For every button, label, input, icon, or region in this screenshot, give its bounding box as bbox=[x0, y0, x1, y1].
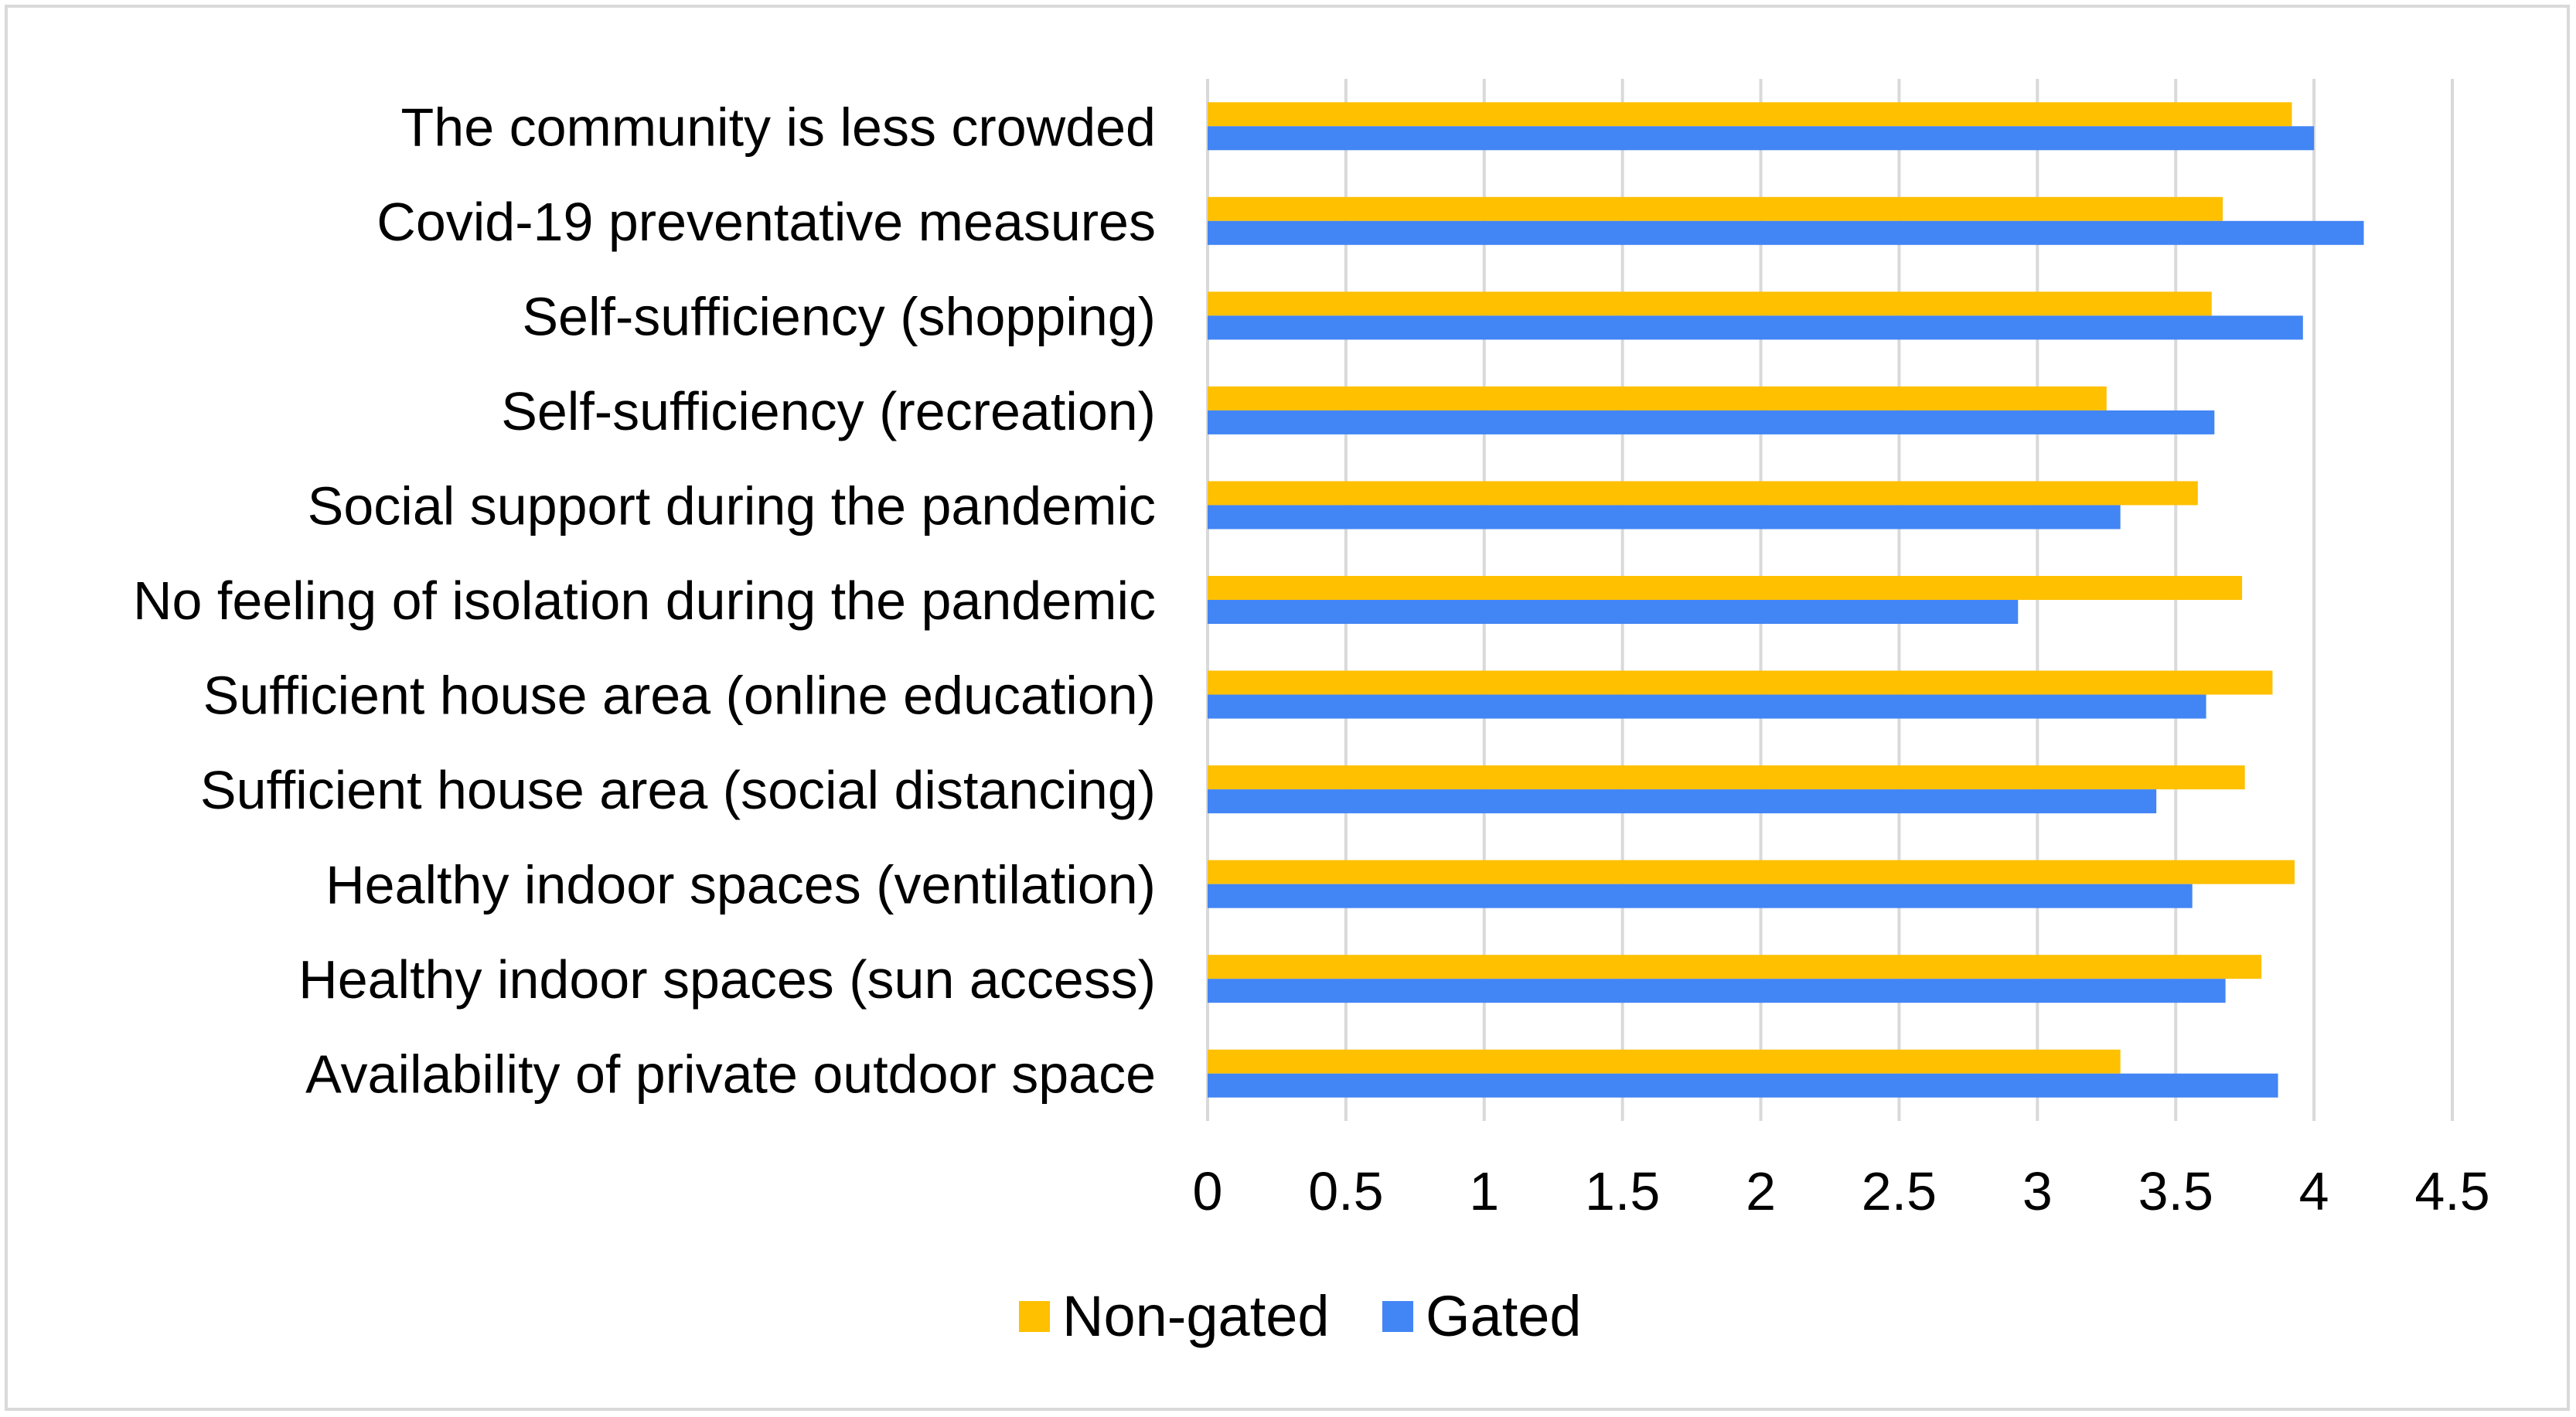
category-label: Availability of private outdoor space bbox=[305, 1044, 1156, 1105]
bar-non-gated bbox=[1208, 102, 2292, 127]
category-label: Covid-19 preventative measures bbox=[377, 192, 1156, 252]
x-tick-label: 4 bbox=[2299, 1161, 2329, 1221]
legend-label-gated: Gated bbox=[1426, 1284, 1582, 1348]
grid-lines bbox=[1206, 79, 2454, 1121]
bar-gated bbox=[1208, 505, 2121, 530]
x-axis-ticks: 0 0.5 1 1.5 2 2.5 3 3.5 4 4.5 bbox=[1193, 1161, 2490, 1221]
category-label: Social support during the pandemic bbox=[308, 475, 1156, 536]
bar-gated bbox=[1208, 979, 2226, 1003]
x-tick-label: 0.5 bbox=[1308, 1161, 1383, 1221]
bar-gated bbox=[1208, 220, 2364, 245]
bar-gated bbox=[1208, 884, 2193, 908]
category-label: Sufficient house area (online education) bbox=[203, 666, 1156, 726]
legend: Non-gated Gated bbox=[1019, 1284, 1582, 1348]
category-label: Self-sufficiency (recreation) bbox=[501, 381, 1156, 441]
category-labels: The community is less crowded Covid-19 pr… bbox=[133, 97, 1156, 1104]
bar-gated bbox=[1208, 410, 2215, 434]
category-label: Healthy indoor spaces (sun access) bbox=[298, 949, 1156, 1010]
bar-gated bbox=[1208, 600, 2019, 624]
bar-gated bbox=[1208, 789, 2157, 814]
bar-non-gated bbox=[1208, 955, 2262, 979]
bar-non-gated bbox=[1208, 765, 2245, 790]
bar-gated bbox=[1208, 1073, 2278, 1098]
x-tick-label: 2 bbox=[1746, 1161, 1776, 1221]
bar-non-gated bbox=[1208, 576, 2243, 600]
legend-swatch-non-gated bbox=[1019, 1301, 1050, 1332]
category-label: Self-sufficiency (shopping) bbox=[522, 286, 1156, 346]
bar-non-gated bbox=[1208, 196, 2223, 221]
x-tick-label: 1.5 bbox=[1585, 1161, 1660, 1221]
x-tick-label: 0 bbox=[1193, 1161, 1223, 1221]
category-label: No feeling of isolation during the pande… bbox=[133, 571, 1156, 631]
bar-gated bbox=[1208, 126, 2315, 151]
category-label: Healthy indoor spaces (ventilation) bbox=[325, 855, 1156, 915]
bar-gated bbox=[1208, 315, 2303, 340]
bar-gated bbox=[1208, 694, 2206, 719]
bar-non-gated bbox=[1208, 670, 2273, 695]
x-tick-label: 2.5 bbox=[1862, 1161, 1937, 1221]
bar-non-gated bbox=[1208, 860, 2295, 884]
bar-non-gated bbox=[1208, 481, 2198, 506]
category-label: The community is less crowded bbox=[401, 97, 1156, 157]
bars bbox=[1208, 102, 2364, 1098]
x-tick-label: 4.5 bbox=[2414, 1161, 2489, 1221]
x-tick-label: 3 bbox=[2022, 1161, 2053, 1221]
x-tick-label: 3.5 bbox=[2138, 1161, 2213, 1221]
bar-non-gated bbox=[1208, 1049, 2121, 1074]
legend-label-non-gated: Non-gated bbox=[1062, 1284, 1330, 1348]
bar-non-gated bbox=[1208, 291, 2212, 316]
legend-swatch-gated bbox=[1382, 1301, 1413, 1332]
category-label: Sufficient house area (social distancing… bbox=[200, 760, 1156, 820]
x-tick-label: 1 bbox=[1469, 1161, 1499, 1221]
bar-non-gated bbox=[1208, 386, 2107, 410]
